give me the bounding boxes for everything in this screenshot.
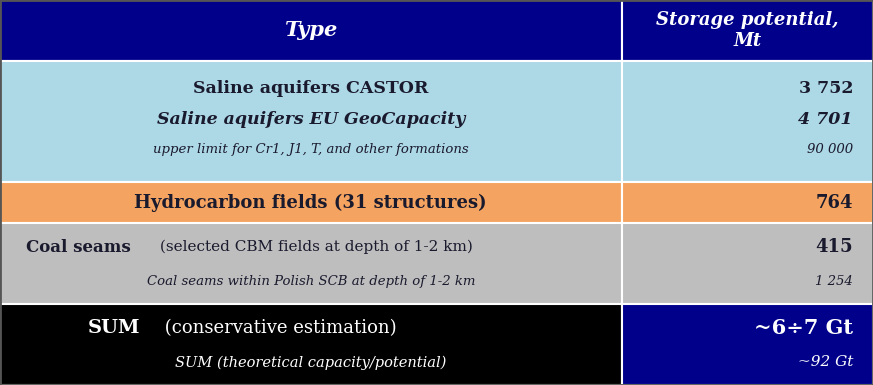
Text: 1 254: 1 254 bbox=[815, 275, 853, 288]
Text: Type: Type bbox=[285, 20, 337, 40]
Bar bbox=[622, 223, 873, 304]
Text: 764: 764 bbox=[815, 194, 853, 212]
Text: 90 000: 90 000 bbox=[807, 143, 853, 156]
Text: 4 701: 4 701 bbox=[799, 110, 853, 128]
Text: Saline aquifers EU GeoCapacity: Saline aquifers EU GeoCapacity bbox=[156, 110, 465, 128]
Text: ~6÷7 Gt: ~6÷7 Gt bbox=[754, 318, 853, 338]
Text: ~92 Gt: ~92 Gt bbox=[798, 355, 853, 369]
Text: (conservative estimation): (conservative estimation) bbox=[159, 319, 396, 337]
Bar bbox=[0, 0, 622, 61]
Text: 415: 415 bbox=[815, 238, 853, 256]
Bar bbox=[622, 182, 873, 223]
Text: Hydrocarbon fields (31 structures): Hydrocarbon fields (31 structures) bbox=[134, 194, 487, 212]
Text: upper limit for Cr1, J1, T, and other formations: upper limit for Cr1, J1, T, and other fo… bbox=[153, 143, 469, 156]
Bar bbox=[622, 0, 873, 61]
Text: Saline aquifers CASTOR: Saline aquifers CASTOR bbox=[193, 80, 429, 97]
Text: Storage potential,
Mt: Storage potential, Mt bbox=[656, 11, 839, 50]
Bar bbox=[0, 223, 622, 304]
Text: Coal seams: Coal seams bbox=[26, 239, 131, 256]
Text: SUM: SUM bbox=[87, 319, 140, 337]
Bar bbox=[0, 304, 622, 385]
Text: 3 752: 3 752 bbox=[799, 80, 853, 97]
Text: Coal seams within Polish SCB at depth of 1-2 km: Coal seams within Polish SCB at depth of… bbox=[147, 275, 475, 288]
Bar bbox=[622, 61, 873, 182]
Bar bbox=[0, 61, 622, 182]
Text: (selected CBM fields at depth of 1-2 km): (selected CBM fields at depth of 1-2 km) bbox=[155, 240, 473, 254]
Bar bbox=[0, 182, 622, 223]
Bar bbox=[622, 304, 873, 385]
Text: SUM (theoretical capacity/potential): SUM (theoretical capacity/potential) bbox=[175, 355, 446, 370]
